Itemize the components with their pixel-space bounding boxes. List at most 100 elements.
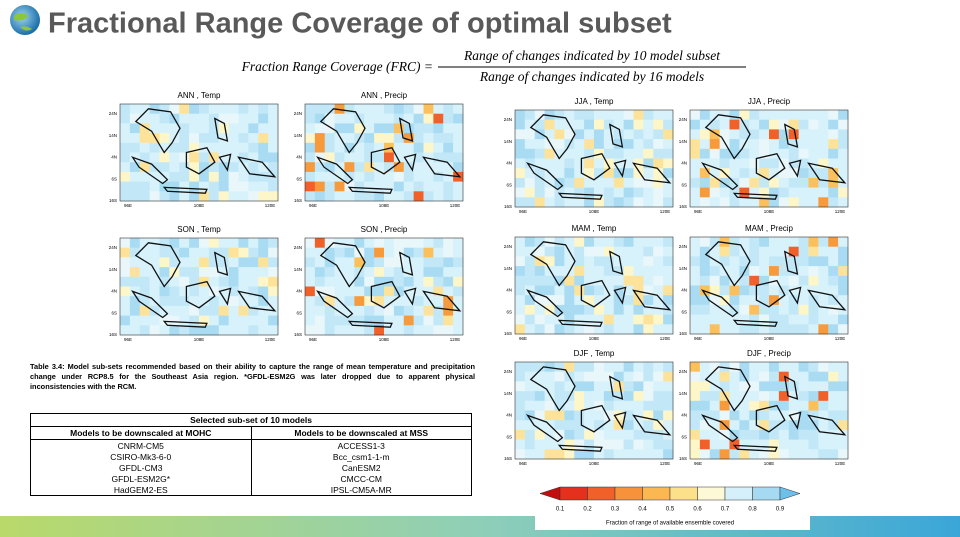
- map-cell: [413, 162, 424, 173]
- lat-label: 4N: [681, 288, 687, 293]
- map-cell: [218, 276, 230, 287]
- lat-label: 14N: [109, 267, 117, 272]
- map-cell: [258, 113, 269, 124]
- map-cell: [808, 139, 819, 150]
- map-cell: [179, 286, 190, 297]
- map-cell: [189, 142, 200, 153]
- colorbar-tick-label: 0.5: [666, 507, 675, 513]
- map-cell: [574, 420, 585, 431]
- map-cell: [524, 168, 536, 179]
- map-title: MAM , Precip: [745, 224, 794, 233]
- map-cell: [633, 371, 644, 382]
- map-cell: [218, 296, 230, 307]
- map-cell: [534, 197, 546, 208]
- map-cell: [364, 296, 375, 307]
- map-cell: [268, 315, 279, 326]
- map-cell: [838, 256, 849, 267]
- map-cell: [759, 420, 770, 431]
- map-cell: [759, 129, 770, 140]
- map-cell: [623, 177, 634, 188]
- map-cell: [374, 191, 385, 202]
- map-cell: [413, 267, 424, 278]
- map-cell: [574, 110, 585, 121]
- map-cell: [739, 324, 750, 335]
- map-cell: [623, 449, 634, 460]
- map-cell: [534, 177, 546, 188]
- map-cell: [798, 314, 809, 325]
- map-cell: [403, 162, 415, 173]
- coastline: [398, 251, 414, 276]
- map-cell: [554, 439, 565, 450]
- map-cell: [643, 158, 654, 169]
- map-cell: [808, 391, 819, 402]
- map-cell: [189, 257, 200, 268]
- map-cell: [690, 371, 701, 382]
- map-cell: [699, 187, 711, 198]
- map-cell: [443, 305, 454, 316]
- map-cell: [663, 266, 674, 277]
- map-cell: [818, 410, 829, 421]
- map-cell: [554, 237, 565, 248]
- map-cell: [788, 371, 800, 382]
- lat-label: 4N: [111, 289, 117, 294]
- map-cell: [818, 197, 829, 208]
- map-cell: [374, 133, 385, 144]
- map-cell: [248, 267, 259, 278]
- map-cell: [423, 296, 434, 307]
- map-cell: [534, 119, 546, 130]
- map-cell: [613, 110, 625, 121]
- map-cell: [374, 276, 385, 287]
- map-cell: [828, 256, 839, 267]
- map: [514, 109, 674, 208]
- map-cell: [828, 129, 839, 140]
- map-cell: [818, 449, 829, 460]
- map-cell: [314, 171, 326, 182]
- map-cell: [643, 187, 654, 198]
- map-cell: [453, 276, 464, 287]
- map-cell: [709, 129, 721, 140]
- map-cell: [633, 129, 644, 140]
- map-cell: [334, 142, 345, 153]
- map-cell: [238, 286, 249, 297]
- map-cell: [808, 110, 819, 121]
- map-cell: [574, 275, 585, 286]
- map-cell: [393, 162, 405, 173]
- map-cell: [594, 177, 605, 188]
- map-cell: [653, 362, 664, 373]
- map-cell: [515, 275, 526, 286]
- map-cell: [403, 181, 415, 192]
- map-cell: [149, 123, 160, 134]
- map-cell: [828, 237, 839, 248]
- coastline: [613, 411, 627, 430]
- lat-label: 6S: [681, 434, 687, 439]
- map-cell: [433, 104, 444, 115]
- map-cell: [643, 266, 654, 277]
- map-cell: [314, 267, 326, 278]
- map-cell: [258, 325, 269, 336]
- map-cell: [613, 449, 625, 460]
- map-cell: [663, 420, 674, 431]
- map-cell: [699, 110, 711, 121]
- map-cell: [544, 362, 555, 373]
- map-cell: [574, 148, 585, 159]
- map-cell: [179, 152, 190, 163]
- map-cell: [393, 325, 405, 336]
- map-cell: [413, 113, 424, 124]
- lat-label: 14N: [504, 139, 512, 144]
- coastline: [755, 279, 786, 308]
- map-cell: [749, 449, 760, 460]
- map-cell: [228, 113, 239, 124]
- map-cell: [324, 286, 336, 297]
- map-cell: [643, 314, 654, 325]
- map-cell: [423, 276, 434, 287]
- map-cell: [594, 381, 605, 392]
- map-cell: [129, 315, 141, 326]
- map-cell: [690, 400, 701, 411]
- map-cell: [179, 276, 190, 287]
- map-cell: [384, 123, 395, 134]
- map-cell: [544, 148, 555, 159]
- map-cell: [838, 420, 849, 431]
- map-cell: [159, 181, 170, 192]
- map-cell: [334, 247, 345, 258]
- map-cell: [324, 113, 336, 124]
